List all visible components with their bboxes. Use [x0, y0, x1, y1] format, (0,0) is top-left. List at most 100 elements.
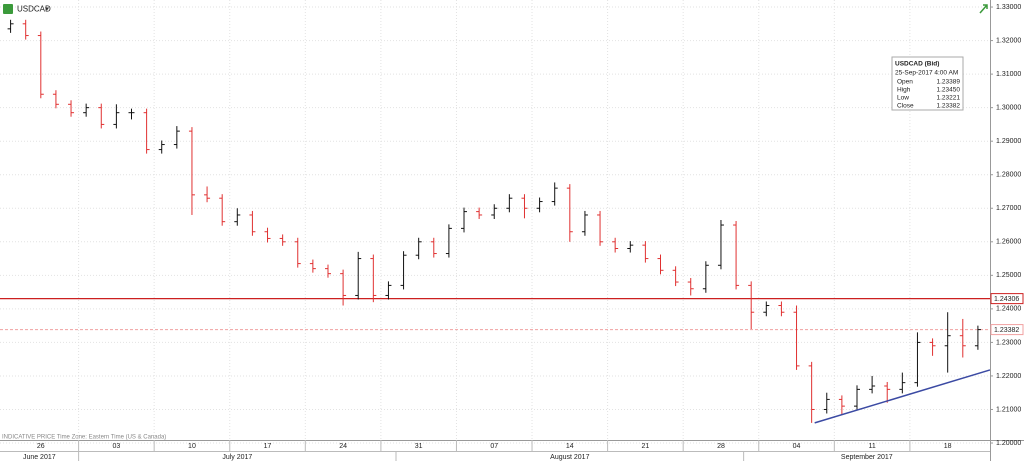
info-box-frame	[891, 56, 964, 111]
ohlc-bar	[536, 197, 543, 213]
y-tick-label: 1.21000	[996, 406, 1021, 413]
ohlc-bar	[959, 318, 966, 358]
ohlc-bar	[370, 254, 377, 303]
ohlc-bar	[763, 301, 770, 317]
ohlc-bar	[566, 184, 573, 242]
ohlc-bar	[52, 90, 59, 109]
ohlc-bar	[823, 392, 830, 414]
ohlc-bar	[113, 104, 120, 129]
y-tick-label: 1.29000	[996, 138, 1021, 145]
month-label: August 2017	[550, 454, 589, 461]
ohlc-bar	[445, 224, 452, 258]
ohlc-bar	[612, 237, 619, 253]
y-tick-label: 1.28000	[996, 172, 1021, 179]
x-tick-label: 28	[717, 443, 725, 450]
price-label: 1.23382	[994, 327, 1019, 334]
ohlc-bar	[219, 194, 226, 226]
ohlc-bar	[914, 332, 921, 387]
info-label: Low	[897, 95, 909, 102]
ohlc-bar	[309, 259, 316, 273]
ohlc-bar	[838, 395, 845, 415]
ohlc-bar	[657, 254, 664, 275]
trend-icon[interactable]	[979, 4, 988, 14]
x-tick-label: 26	[37, 443, 45, 450]
info-box: USDCAD (Bid) 25-Sep-2017 4:00 AM Open 1.233…	[891, 56, 964, 111]
y-tick-label: 1.27000	[996, 205, 1021, 212]
ohlc-bar	[778, 301, 785, 317]
instrument-icon	[3, 4, 13, 14]
info-label: Open	[897, 79, 913, 86]
price-label-box	[990, 293, 1024, 305]
info-label: High	[897, 87, 911, 94]
ohlc-bar	[884, 381, 891, 403]
info-title: USDCAD (Bid)	[895, 61, 939, 68]
x-tick-label: 07	[490, 443, 498, 450]
ohlc-bar	[869, 375, 876, 394]
ohlc-bar	[642, 241, 649, 263]
ohlc-bar	[400, 251, 407, 290]
ohlc-bar	[717, 220, 724, 270]
info-label: Close	[897, 103, 914, 110]
x-tick-label: 11	[868, 443, 875, 450]
footnote: INDICATIVE PRICE Time Zone: Eastern Time…	[2, 435, 166, 441]
ohlc-bar	[748, 281, 755, 329]
ohlc-bar	[672, 266, 679, 287]
price-label: 1.24306	[994, 296, 1019, 303]
x-tick-label: 24	[339, 443, 347, 450]
x-tick-label: 14	[566, 443, 574, 450]
y-tick-label: 1.30000	[996, 104, 1021, 111]
info-value: 1.23382	[937, 103, 961, 110]
plot-area	[0, 0, 991, 444]
ohlc-bar	[22, 19, 29, 40]
x-tick-label: 03	[112, 443, 120, 450]
ohlc-bar	[98, 103, 105, 129]
ohlc-bar	[808, 361, 815, 423]
ohlc-bar	[430, 237, 437, 258]
ohlc-bar	[158, 140, 165, 154]
ohlc-bar	[627, 241, 634, 253]
info-date: 25-Sep-2017 4:00 AM	[895, 70, 958, 77]
ohlc-bar	[461, 207, 468, 233]
y-tick-label: 1.20000	[996, 440, 1021, 447]
ohlc-bar	[294, 237, 301, 268]
x-tick-label: 18	[944, 443, 952, 450]
ohlc-bar	[581, 210, 588, 236]
ohlc-bar	[188, 127, 195, 215]
ohlc-bar	[597, 210, 604, 246]
y-tick-label: 1.25000	[996, 272, 1021, 279]
chart-title[interactable]: USDCAD	[17, 5, 51, 14]
ohlc-bar	[385, 281, 392, 300]
info-value: 1.23450	[937, 87, 961, 94]
month-label: July 2017	[222, 454, 252, 461]
ohlc-bar	[340, 269, 347, 306]
y-tick-label: 1.31000	[996, 71, 1021, 78]
ohlc-bar	[853, 385, 860, 411]
ohlc-bar	[234, 208, 241, 226]
dropdown-arrow[interactable]	[45, 7, 49, 11]
x-tick-label: 21	[641, 443, 649, 450]
ohlc-bar	[974, 325, 981, 350]
ohlc-bar	[491, 204, 498, 219]
ohlc-bar	[476, 207, 483, 219]
y-tick-label: 1.26000	[996, 239, 1021, 246]
y-tick-label: 1.23000	[996, 339, 1021, 346]
month-label: September 2017	[841, 454, 893, 461]
ohlc-bar	[733, 221, 740, 290]
ohlc-bar	[279, 234, 286, 246]
x-tick-label: 31	[415, 443, 423, 450]
ohlc-bar	[68, 100, 75, 117]
x-tick-label: 04	[793, 443, 801, 450]
ohlc-bar	[173, 126, 180, 149]
x-tick-label: 10	[188, 443, 196, 450]
ohlc-bar	[521, 194, 528, 219]
ohlc-bar	[793, 305, 800, 370]
ohlc-bar	[249, 210, 256, 236]
month-label: June 2017	[23, 454, 56, 461]
y-tick-label: 1.33000	[996, 4, 1021, 11]
x-tick-label: 17	[264, 443, 272, 450]
ohlc-bar	[944, 312, 951, 373]
y-tick-label: 1.24000	[996, 306, 1021, 313]
ohlc-bar	[551, 182, 558, 206]
